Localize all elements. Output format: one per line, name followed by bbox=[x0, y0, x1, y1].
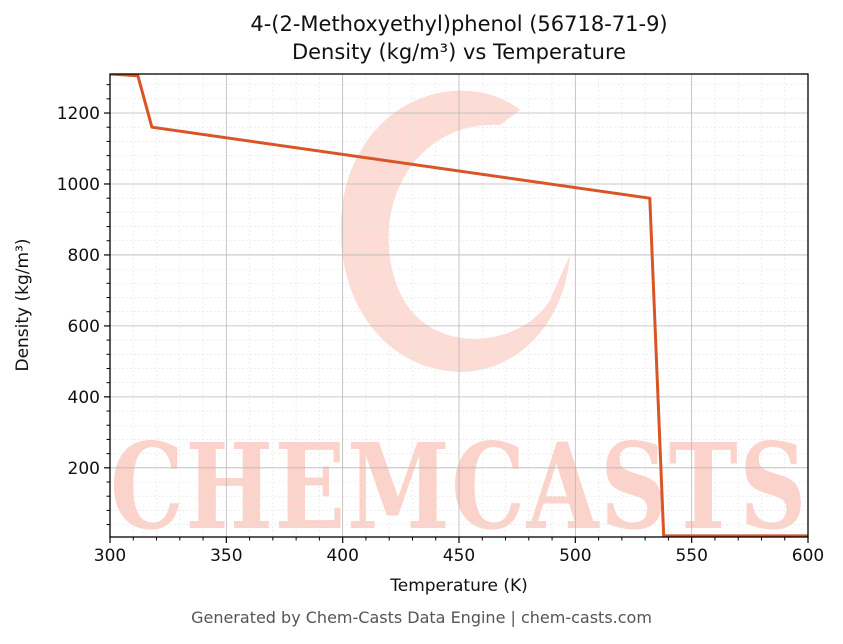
x-axis-label: Temperature (K) bbox=[390, 576, 528, 596]
series-layer bbox=[110, 74, 808, 537]
y-tick-label: 600 bbox=[68, 317, 100, 337]
axis-ticks: 300 350 400 450 500 550 600 200 400 600 800 1000 120… bbox=[57, 84, 824, 566]
y-tick-label: 1200 bbox=[57, 104, 100, 124]
x-tick-label: 450 bbox=[443, 546, 475, 566]
x-tick-label: 550 bbox=[675, 546, 707, 566]
density-series-line bbox=[110, 74, 808, 537]
x-tick-label: 300 bbox=[94, 546, 126, 566]
watermark-swirl-logo bbox=[340, 90, 570, 372]
y-axis-label: Density (kg/m³) bbox=[13, 238, 33, 372]
chart-subtitle: Density (kg/m³) vs Temperature bbox=[291, 40, 627, 64]
y-tick-label: 400 bbox=[68, 388, 100, 408]
x-tick-label: 500 bbox=[559, 546, 591, 566]
chart-title: 4-(2-Methoxyethyl)phenol (56718-71-9) bbox=[250, 12, 668, 36]
x-tick-label: 600 bbox=[792, 546, 824, 566]
x-tick-label: 350 bbox=[210, 546, 242, 566]
y-tick-label: 800 bbox=[68, 246, 100, 266]
y-tick-label: 1000 bbox=[57, 175, 100, 195]
y-tick-label: 200 bbox=[68, 459, 100, 479]
footer-credit: Generated by Chem-Casts Data Engine | ch… bbox=[191, 608, 652, 627]
major-grid bbox=[109, 74, 809, 537]
x-tick-label: 400 bbox=[326, 546, 358, 566]
